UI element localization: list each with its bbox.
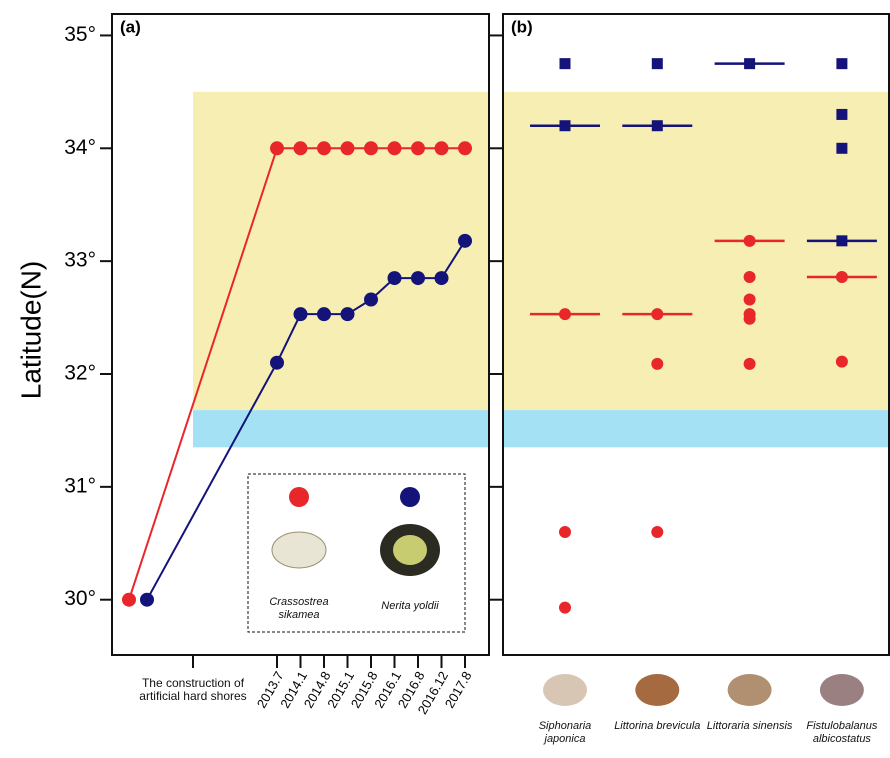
y-tick-label: 30° [64, 587, 96, 610]
x-tick-label: Fistulobalanus albicostatus [797, 720, 887, 746]
point [836, 143, 847, 154]
point [341, 141, 355, 155]
x-tick-label: Littoraria sinensis [705, 720, 795, 733]
y-tick-label: 32° [64, 362, 96, 385]
point [458, 234, 472, 248]
point [744, 58, 755, 69]
point [140, 593, 154, 607]
point [341, 307, 355, 321]
x-tick-label: Siphonaria japonica [520, 720, 610, 746]
point [560, 120, 571, 131]
y-tick-label: 31° [64, 474, 96, 497]
point [270, 141, 284, 155]
panel-label: (b) [511, 17, 533, 36]
point [364, 293, 378, 307]
y-tick-label: 35° [64, 23, 96, 46]
point [651, 358, 663, 370]
point [651, 526, 663, 538]
species-icon [820, 674, 864, 706]
point [270, 356, 284, 370]
point [744, 235, 756, 247]
shell-icon [272, 532, 326, 568]
point [388, 271, 402, 285]
band [503, 92, 889, 410]
point [559, 308, 571, 320]
point [317, 141, 331, 155]
shell-icon [393, 535, 427, 565]
species-icon [543, 674, 587, 706]
point [122, 593, 136, 607]
y-tick-label: 33° [64, 249, 96, 272]
point [836, 271, 848, 283]
band [503, 410, 889, 447]
point [836, 356, 848, 368]
point [652, 58, 663, 69]
legend-marker [400, 487, 420, 507]
species-icon [728, 674, 772, 706]
point [294, 307, 308, 321]
point [744, 271, 756, 283]
page: Latitude(N) (a)30°31°32°33°34°35°2013.72… [0, 0, 890, 758]
y-tick-label: 34° [64, 136, 96, 159]
point [744, 313, 756, 325]
point [435, 271, 449, 285]
point [364, 141, 378, 155]
y-axis-label: Latitude(N) [15, 261, 46, 400]
point [836, 58, 847, 69]
legend-label: Crassostrea sikamea [254, 596, 344, 622]
annotation: The construction of artificial hard shor… [138, 677, 248, 703]
point [744, 294, 756, 306]
point [836, 235, 847, 246]
point [294, 141, 308, 155]
species-icon [635, 674, 679, 706]
legend-marker [289, 487, 309, 507]
point [744, 358, 756, 370]
point [458, 141, 472, 155]
point [411, 141, 425, 155]
point [317, 307, 331, 321]
point [651, 308, 663, 320]
point [560, 58, 571, 69]
x-tick-label: Littorina brevicula [612, 720, 702, 733]
point [652, 120, 663, 131]
point [388, 141, 402, 155]
panel-label: (a) [120, 17, 141, 36]
legend-label: Nerita yoldii [365, 600, 455, 613]
point [559, 526, 571, 538]
band [193, 410, 489, 447]
point [559, 602, 571, 614]
point [836, 109, 847, 120]
point [411, 271, 425, 285]
point [435, 141, 449, 155]
band [193, 92, 489, 410]
chart: Latitude(N) (a)30°31°32°33°34°35°2013.72… [0, 0, 890, 758]
